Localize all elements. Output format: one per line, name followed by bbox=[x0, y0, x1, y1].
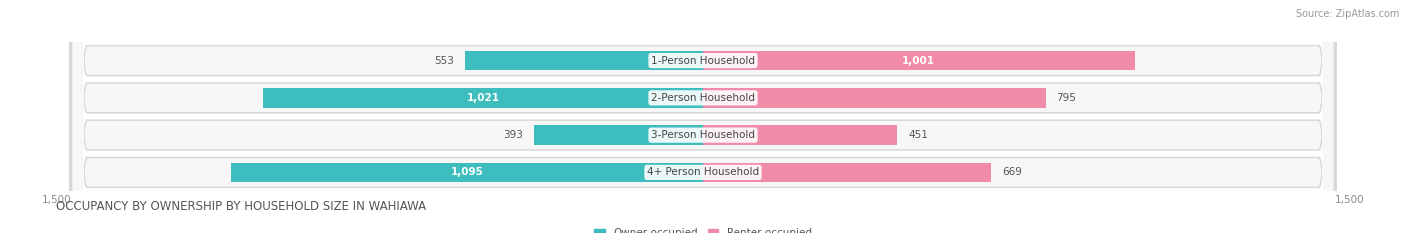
FancyBboxPatch shape bbox=[69, 0, 1337, 233]
FancyBboxPatch shape bbox=[73, 0, 1333, 233]
FancyBboxPatch shape bbox=[73, 0, 1333, 233]
Text: 3-Person Household: 3-Person Household bbox=[651, 130, 755, 140]
FancyBboxPatch shape bbox=[69, 0, 1337, 233]
FancyBboxPatch shape bbox=[69, 0, 1337, 233]
FancyBboxPatch shape bbox=[69, 0, 1337, 233]
Bar bbox=[263, 88, 703, 108]
Text: 1,001: 1,001 bbox=[903, 56, 935, 65]
Bar bbox=[533, 125, 703, 145]
Text: 451: 451 bbox=[908, 130, 928, 140]
Text: 795: 795 bbox=[1056, 93, 1077, 103]
Text: 1-Person Household: 1-Person Household bbox=[651, 56, 755, 65]
Bar bbox=[703, 88, 1046, 108]
Text: Source: ZipAtlas.com: Source: ZipAtlas.com bbox=[1295, 9, 1399, 19]
Bar bbox=[703, 163, 991, 182]
Text: OCCUPANCY BY OWNERSHIP BY HOUSEHOLD SIZE IN WAHIAWA: OCCUPANCY BY OWNERSHIP BY HOUSEHOLD SIZE… bbox=[56, 200, 426, 213]
Bar bbox=[703, 125, 897, 145]
Legend: Owner-occupied, Renter-occupied: Owner-occupied, Renter-occupied bbox=[591, 224, 815, 233]
Text: 669: 669 bbox=[1002, 168, 1022, 177]
Text: 1,095: 1,095 bbox=[450, 168, 484, 177]
FancyBboxPatch shape bbox=[73, 0, 1333, 233]
Text: 4+ Person Household: 4+ Person Household bbox=[647, 168, 759, 177]
Text: 553: 553 bbox=[434, 56, 454, 65]
Text: 2-Person Household: 2-Person Household bbox=[651, 93, 755, 103]
Text: 1,021: 1,021 bbox=[467, 93, 499, 103]
Text: 393: 393 bbox=[503, 130, 523, 140]
FancyBboxPatch shape bbox=[73, 0, 1333, 233]
Bar bbox=[231, 163, 703, 182]
Bar bbox=[464, 51, 703, 70]
Bar bbox=[703, 51, 1135, 70]
